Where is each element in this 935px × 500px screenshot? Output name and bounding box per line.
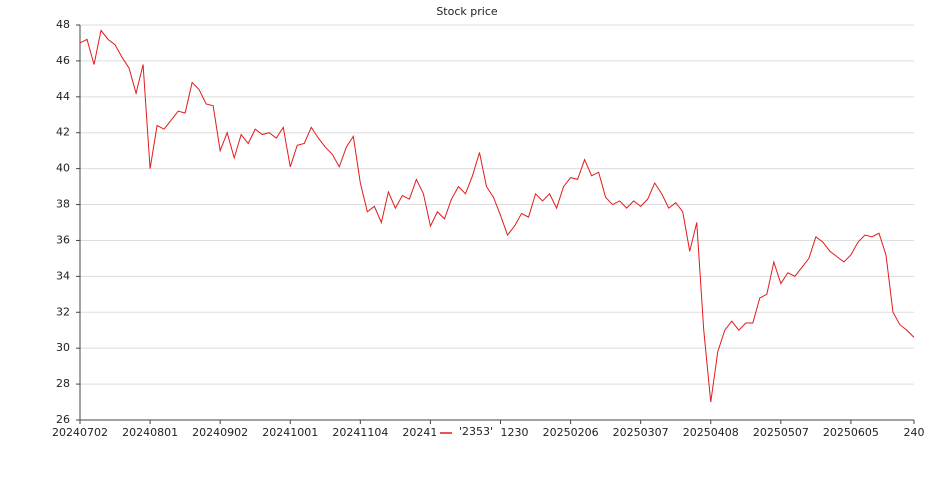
y-tick-label: 36 [56, 233, 70, 246]
y-tick-label: 44 [56, 90, 70, 103]
x-tick-label: 20240801 [122, 426, 178, 439]
x-tick-label: 20241001 [262, 426, 318, 439]
price-line [79, 29, 915, 403]
y-tick-label: 30 [56, 341, 70, 354]
x-tick-label: 20240702 [52, 426, 108, 439]
y-tick-label: 48 [56, 18, 70, 31]
legend: '2353' [436, 424, 500, 441]
y-tick-label: 40 [56, 162, 70, 175]
y-tick-label: 32 [56, 305, 70, 318]
y-tick-label: 46 [56, 54, 70, 67]
x-tick-label: 20250206 [543, 426, 599, 439]
x-tick-label: 20240902 [192, 426, 248, 439]
x-tick-label: 20250307 [613, 426, 669, 439]
x-tick-label: 240 [904, 426, 925, 439]
x-tick-label: 20250507 [753, 426, 809, 439]
x-tick-label: 20250408 [683, 426, 739, 439]
y-tick-label: 28 [56, 377, 70, 390]
x-tick-label: 20250605 [823, 426, 879, 439]
y-tick-label: 42 [56, 126, 70, 139]
y-tick-label: 38 [56, 198, 70, 211]
x-tick-label: 20241104 [332, 426, 388, 439]
y-tick-label: 26 [56, 413, 70, 426]
legend-box [436, 424, 500, 441]
legend-label: '2353' [459, 425, 493, 438]
y-tick-label: 34 [56, 269, 70, 282]
chart-title: Stock price [436, 5, 498, 18]
